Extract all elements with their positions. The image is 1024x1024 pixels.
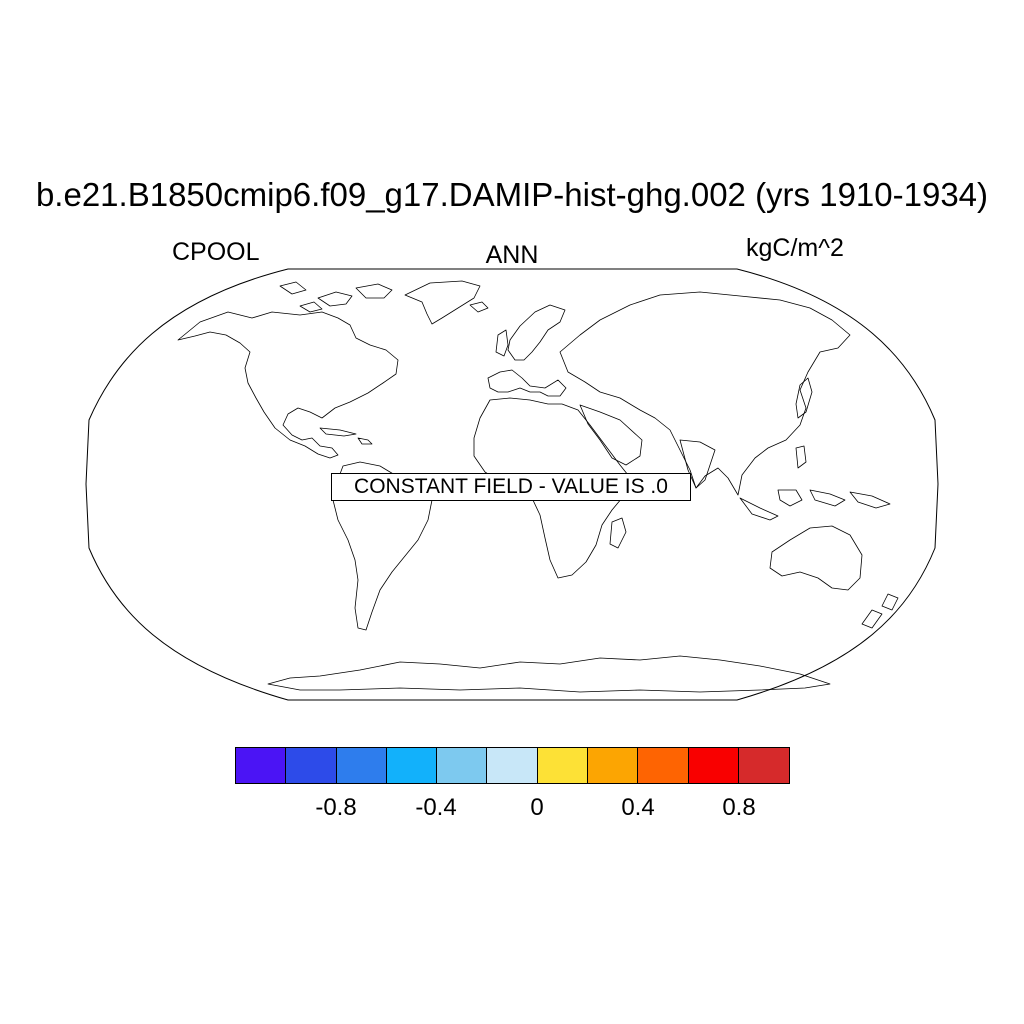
units-label: kgC/m^2 <box>746 234 844 262</box>
colorbar-swatch <box>236 748 287 783</box>
map-outline <box>85 268 939 701</box>
plot-title: b.e21.B1850cmip6.f09_g17.DAMIP-hist-ghg.… <box>35 176 989 213</box>
colorbar-swatch <box>537 748 589 783</box>
colorbar-swatch <box>588 748 639 783</box>
colorbar-tick-label: -0.8 <box>315 794 357 821</box>
colorbar-swatch <box>688 748 739 783</box>
constant-field-message: CONSTANT FIELD - VALUE IS .0 <box>331 473 691 501</box>
colorbar-swatch <box>386 748 438 783</box>
colorbar-swatch <box>738 748 790 783</box>
colorbar-tick-label: 0.8 <box>722 794 756 821</box>
colorbar-swatch <box>638 748 689 783</box>
season-label: ANN <box>485 241 539 269</box>
colorbar-tick-label: 0 <box>530 794 544 821</box>
colorbar-tick-label: 0.4 <box>621 794 655 821</box>
colorbar-swatch <box>487 748 538 783</box>
colorbar-swatch <box>336 748 387 783</box>
variable-label: CPOOL <box>172 238 260 266</box>
colorbar-swatch <box>286 748 337 783</box>
coastlines <box>177 280 899 693</box>
colorbar-tick-label: -0.4 <box>415 794 457 821</box>
colorbar-swatch <box>437 748 488 783</box>
colorbar <box>235 747 791 784</box>
